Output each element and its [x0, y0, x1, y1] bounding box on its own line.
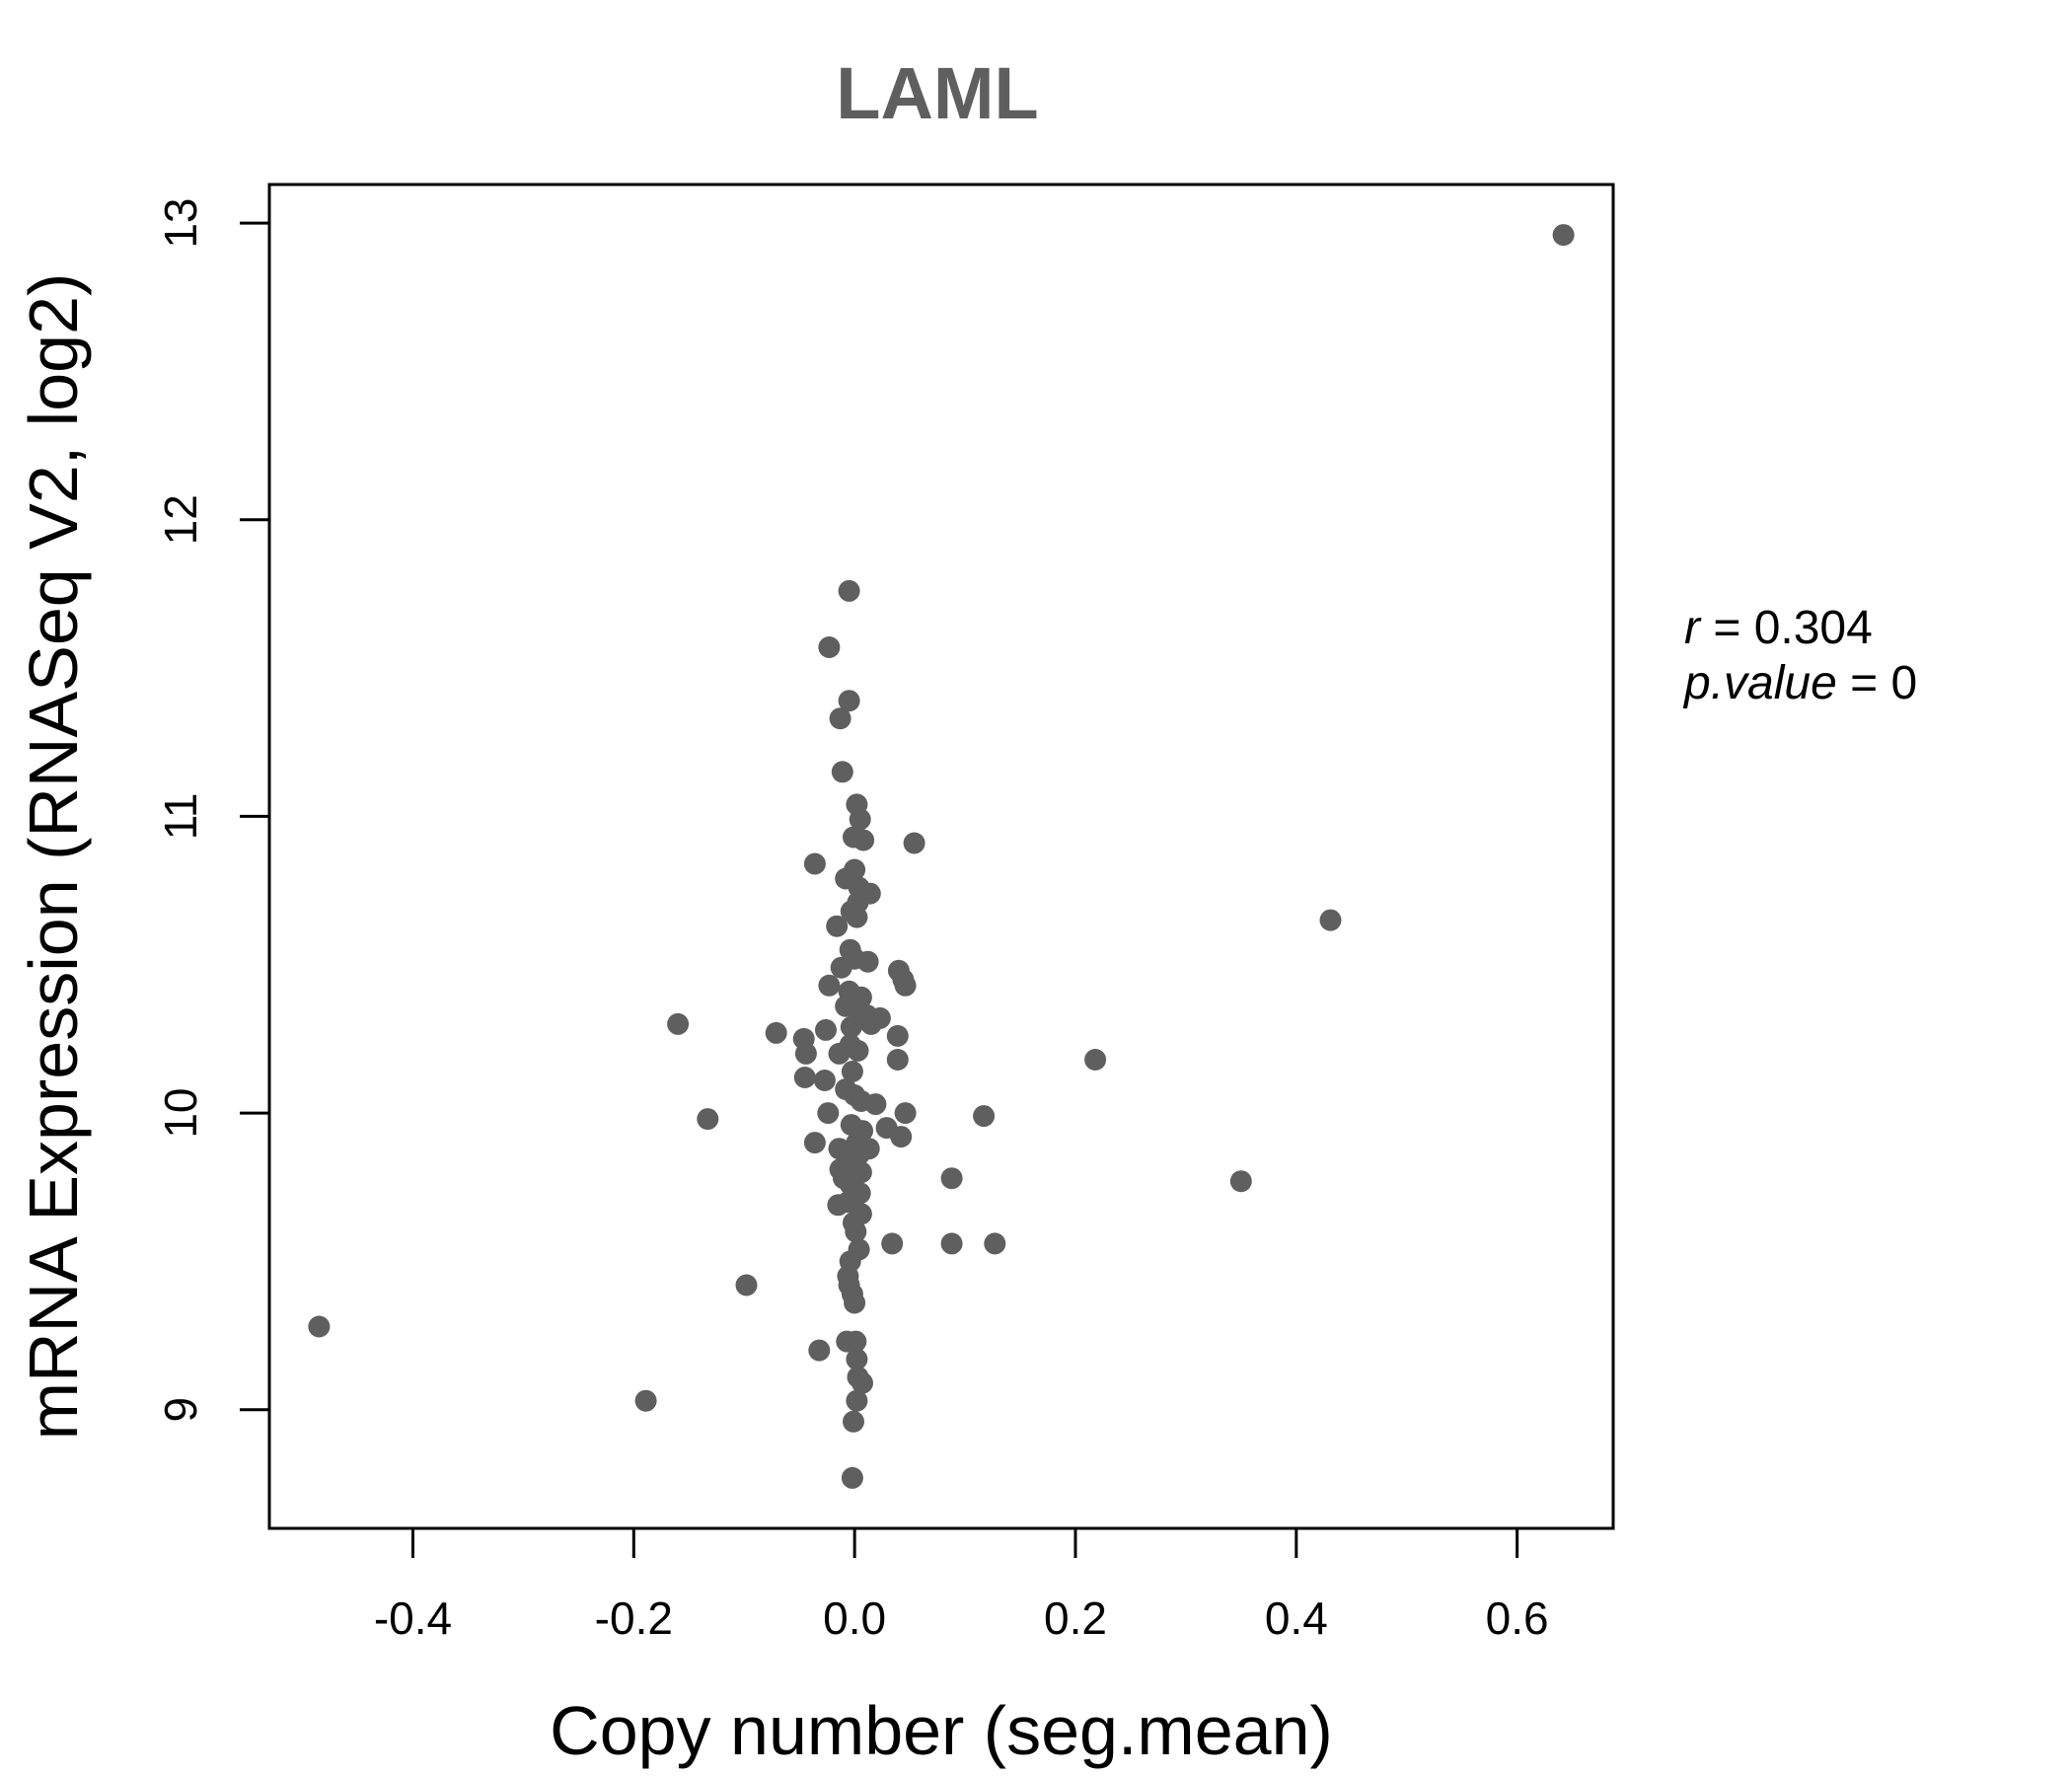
data-point	[851, 1371, 873, 1394]
data-point	[829, 707, 851, 730]
data-point	[845, 1221, 867, 1243]
data-point	[838, 579, 860, 602]
data-point	[818, 636, 841, 658]
data-point	[984, 1232, 1006, 1255]
data-point	[840, 1015, 862, 1038]
y-tick-label: 10	[155, 1087, 206, 1138]
data-point	[886, 1024, 909, 1047]
x-tick-label: 0.0	[823, 1592, 886, 1644]
x-axis-label: Copy number (seg.mean)	[550, 1692, 1333, 1769]
data-point	[838, 690, 860, 712]
data-point	[864, 1093, 887, 1116]
x-tick-label: -0.4	[374, 1592, 452, 1644]
data-point	[634, 1389, 657, 1412]
data-point	[940, 1167, 963, 1190]
data-point	[881, 1232, 904, 1255]
p-value: 0	[1890, 657, 1917, 709]
data-point	[308, 1315, 331, 1338]
r-stat: r = 0.304	[1684, 602, 1873, 654]
data-point	[793, 1067, 816, 1088]
y-tick-label: 9	[155, 1397, 206, 1423]
data-point	[828, 1042, 851, 1065]
p-value-stat: p.value = 0	[1682, 657, 1917, 709]
data-points	[308, 224, 1575, 1489]
data-point	[1552, 224, 1575, 247]
data-point	[894, 974, 917, 997]
data-point	[841, 1466, 863, 1489]
data-point	[817, 1102, 840, 1125]
data-point	[856, 950, 879, 973]
correlation-stats: r = 0.304 p.value = 0	[1682, 602, 1917, 709]
data-point	[859, 1012, 882, 1035]
data-point	[808, 1339, 831, 1362]
y-axis: 9 10 11 12 13	[155, 198, 271, 1423]
x-tick-label: -0.2	[595, 1592, 673, 1644]
data-point	[803, 1132, 826, 1154]
data-point	[818, 974, 841, 997]
y-tick-label: 12	[155, 494, 206, 545]
data-point	[765, 1021, 787, 1044]
p-label: p.value	[1682, 657, 1837, 709]
data-point	[1319, 909, 1342, 931]
chart-title: LAML	[836, 52, 1039, 134]
x-axis: -0.4 -0.2 0.0 0.2 0.4 0.6	[374, 1526, 1549, 1644]
data-point	[894, 1102, 917, 1125]
r-value: 0.304	[1754, 602, 1873, 654]
data-point	[815, 1018, 837, 1041]
data-point	[826, 915, 849, 937]
data-point	[827, 1194, 850, 1217]
x-tick-label: 0.6	[1486, 1592, 1549, 1644]
data-point	[846, 906, 868, 928]
data-point	[847, 1039, 869, 1062]
data-point	[1229, 1170, 1252, 1193]
data-point	[803, 852, 826, 875]
data-point	[830, 956, 852, 979]
data-point	[846, 1348, 868, 1370]
data-point	[849, 808, 871, 831]
data-point	[844, 858, 866, 881]
data-point	[890, 1126, 913, 1148]
y-axis-label: mRNA Expression (RNASeq V2, log2)	[15, 273, 92, 1441]
data-point	[886, 1049, 909, 1071]
data-point	[846, 1389, 868, 1412]
y-tick-label: 11	[155, 793, 206, 841]
data-point	[843, 1410, 864, 1433]
x-tick-label: 0.4	[1265, 1592, 1328, 1644]
y-tick-label: 13	[155, 198, 206, 249]
x-tick-label: 0.2	[1044, 1592, 1107, 1644]
plot-frame	[267, 183, 1615, 1530]
data-point	[735, 1274, 758, 1296]
data-point	[973, 1105, 996, 1128]
data-point	[813, 1070, 836, 1091]
data-point	[1084, 1049, 1107, 1071]
data-point	[831, 761, 853, 783]
data-point	[794, 1042, 817, 1065]
data-point	[845, 1330, 867, 1353]
r-label: r	[1684, 602, 1702, 654]
data-point	[841, 1061, 863, 1082]
data-point	[844, 1292, 866, 1314]
data-point	[903, 832, 925, 854]
data-point	[667, 1012, 690, 1035]
data-point	[940, 1232, 963, 1255]
data-point	[697, 1108, 719, 1131]
data-point	[843, 826, 864, 849]
